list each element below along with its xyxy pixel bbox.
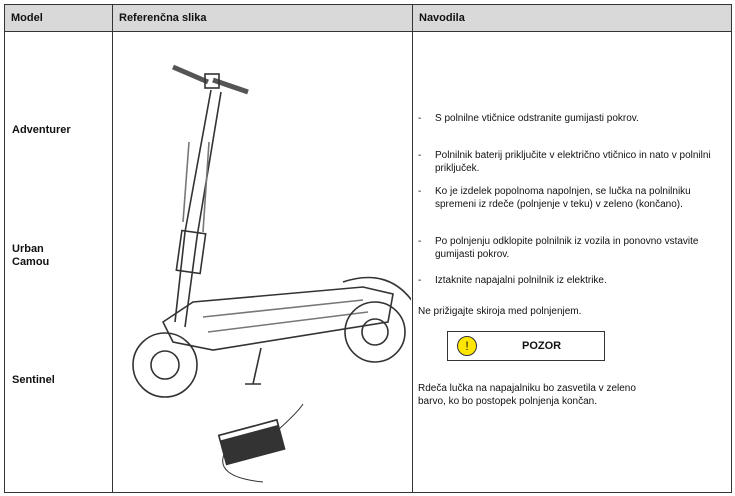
header-cell: Referenčna slika [112, 4, 413, 32]
model-name: Adventurer [12, 124, 71, 136]
step-text: S polnilne vtičnice odstranite gumijasti… [435, 113, 639, 124]
step: - S polnilne vtičnice odstranite gumijast… [418, 113, 728, 126]
bullet: - [418, 113, 422, 124]
bullet: - [418, 275, 422, 286]
bullet: - [418, 236, 422, 247]
warning-icon: ! [457, 336, 477, 356]
step-text: Ko je izdelek popolnoma napolnjen, se lu… [435, 186, 691, 210]
step: - Ko je izdelek popolnoma napolnjen, se l… [418, 186, 728, 211]
warning-label: POZOR [522, 340, 562, 352]
model-name: Sentinel [12, 374, 55, 386]
step-text: Polnilnik baterij priključite v električ… [435, 150, 711, 174]
warning-box: ! POZOR [447, 331, 605, 361]
header-text: Navodila [419, 12, 465, 24]
step-text: Po polnjenju odklopite polnilnik iz vozi… [435, 236, 699, 260]
step: - Iztaknite napajalni polnilnik iz elektr… [418, 275, 728, 288]
step-text: Iztaknite napajalni polnilnik iz elektri… [435, 275, 607, 286]
model-name: Urban Camou [12, 243, 50, 268]
body-cell [412, 31, 732, 493]
step: - Po polnjenju odklopite polnilnik iz voz… [418, 236, 728, 261]
warning-text: Rdeča lučka na napajalniku bo zasvetila … [418, 383, 636, 407]
note: Ne prižigajte skiroja med polnjenjem. [418, 306, 582, 317]
header-text: Model [11, 12, 43, 24]
header-cell: Navodila [412, 4, 732, 32]
bullet: - [418, 150, 422, 161]
scooter-drawing [132, 64, 411, 483]
header-text: Referenčna slika [119, 12, 207, 24]
bullet: - [418, 186, 422, 197]
header-cell: Model [4, 4, 113, 32]
step: - Polnilnik baterij priključite v elektri… [418, 150, 728, 175]
